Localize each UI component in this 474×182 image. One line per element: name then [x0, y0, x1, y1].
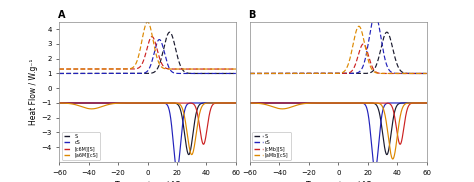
- Y-axis label: Heat Flow / W.g⁻¹: Heat Flow / W.g⁻¹: [29, 59, 38, 125]
- X-axis label: Temperature / °C: Temperature / °C: [306, 181, 371, 182]
- Text: A: A: [57, 10, 65, 20]
- Legend: S, cS, [cMb][S], [aMb][cS]: S, cS, [cMb][S], [aMb][cS]: [253, 132, 291, 160]
- X-axis label: Temperature / °C: Temperature / °C: [115, 181, 180, 182]
- Text: B: B: [248, 10, 255, 20]
- Legend: S, cS, [c6M][S], [a6M][cS]: S, cS, [c6M][S], [a6M][cS]: [62, 132, 100, 160]
